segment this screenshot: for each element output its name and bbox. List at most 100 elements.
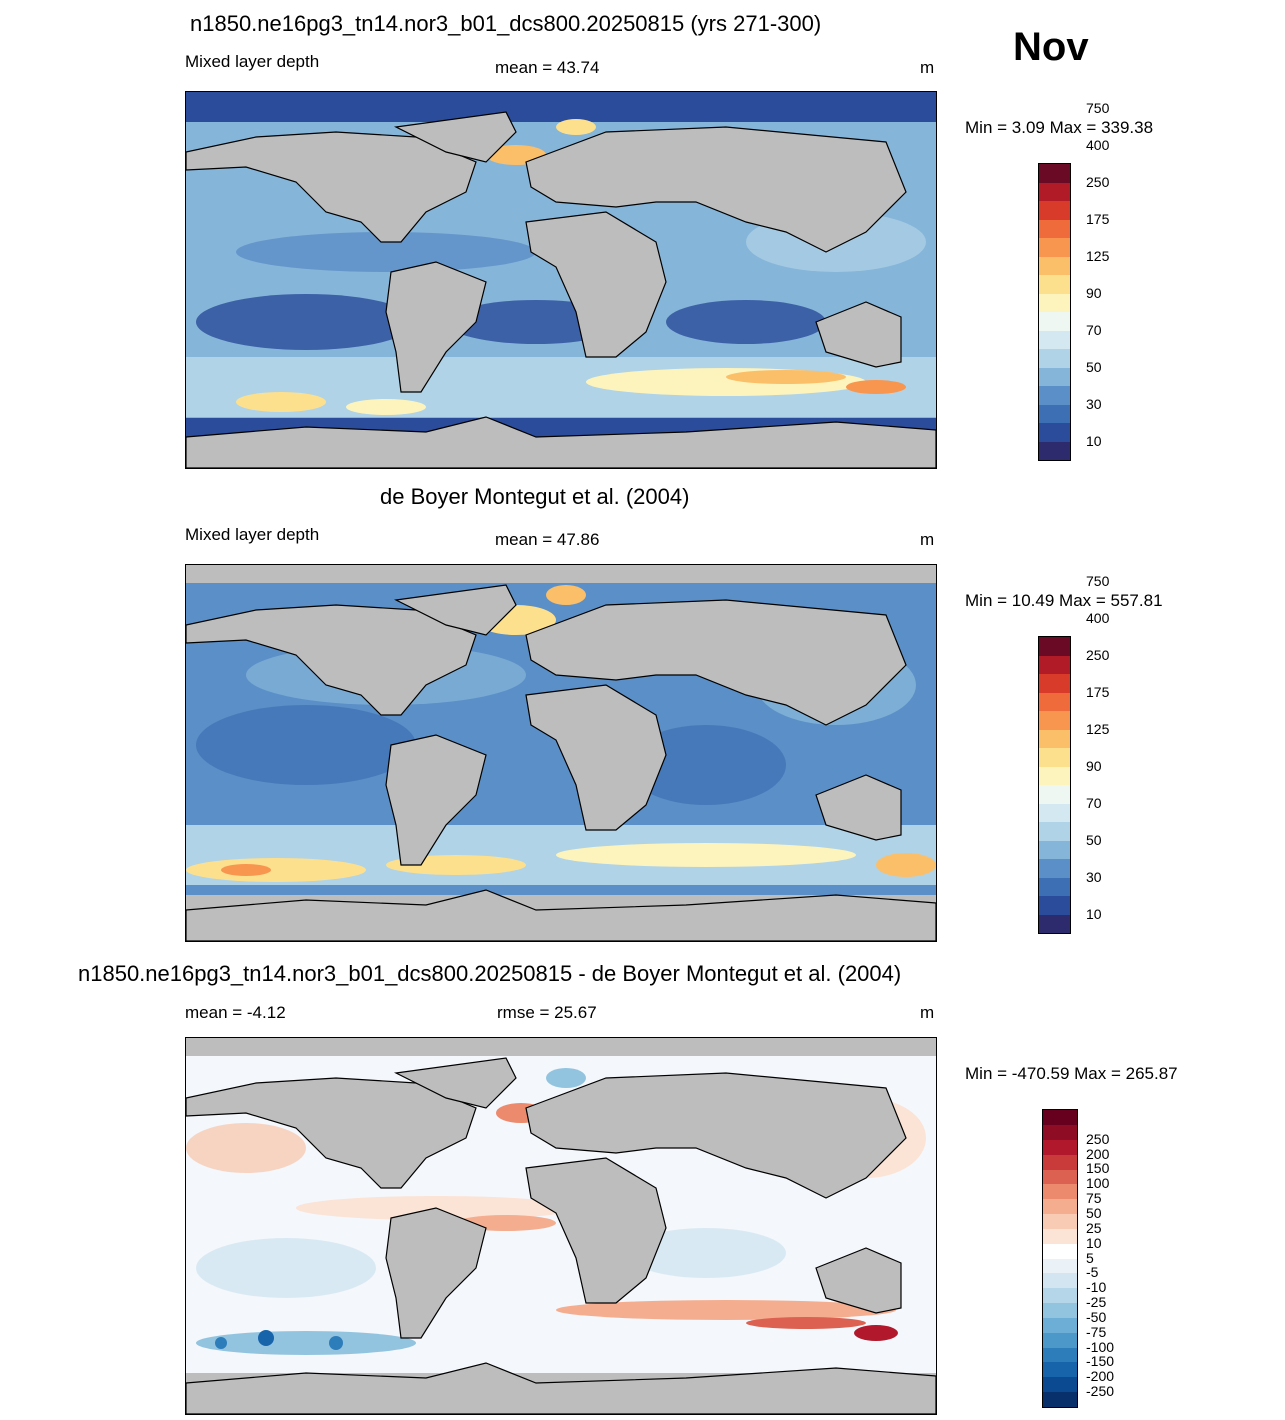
colorbar-swatch xyxy=(1043,1124,1077,1140)
colorbar-swatch xyxy=(1039,655,1070,674)
colorbar-swatch xyxy=(1039,692,1070,711)
panel-2-map xyxy=(185,564,937,942)
colorbar-tick-label: 90 xyxy=(1086,284,1102,301)
colorbar-swatch xyxy=(1039,674,1070,693)
panel-2-map-svg xyxy=(186,565,936,941)
colorbar-tick-label: -200 xyxy=(1086,1368,1115,1385)
colorbar-swatch xyxy=(1039,822,1070,841)
colorbar-tick-label: 50 xyxy=(1086,358,1102,375)
colorbar-swatch xyxy=(1039,859,1070,878)
panel-2-minmax: Min = 10.49 Max = 557.81 xyxy=(965,591,1163,610)
colorbar-swatch xyxy=(1039,748,1070,767)
colorbar-swatch xyxy=(1039,164,1070,183)
colorbar-tick-label: 750 xyxy=(1086,572,1110,589)
colorbar-swatch xyxy=(1039,803,1070,822)
colorbar-tick-label: 150 xyxy=(1086,1160,1110,1177)
colorbar-swatch xyxy=(1043,1347,1077,1363)
colorbar-tick-label: -25 xyxy=(1086,1294,1107,1311)
colorbar-swatch xyxy=(1039,312,1070,331)
colorbar-tick-label: 175 xyxy=(1086,210,1110,227)
colorbar-tick-label: -150 xyxy=(1086,1353,1115,1370)
colorbar-swatch xyxy=(1039,367,1070,386)
panel-1-mean-label: mean = 43.74 xyxy=(495,58,600,77)
panel-3-map-svg xyxy=(186,1038,936,1414)
panel-2-left-label: Mixed layer depth xyxy=(185,525,320,544)
colorbar-tick-label: 175 xyxy=(1086,683,1110,700)
colorbar-swatch xyxy=(1043,1377,1077,1393)
colorbar-swatch xyxy=(1043,1332,1077,1348)
colorbar-swatch xyxy=(1039,423,1070,442)
panel-3-mean-label: mean = -4.12 xyxy=(185,1003,286,1022)
colorbar-tick-label: 250 xyxy=(1086,646,1110,663)
panel-3-title: n1850.ne16pg3_tn14.nor3_b01_dcs800.20250… xyxy=(78,961,902,986)
colorbar-swatch xyxy=(1039,330,1070,349)
panel-1-left-label: Mixed layer depth xyxy=(185,52,320,71)
colorbar-swatch xyxy=(1043,1317,1077,1333)
colorbar-tick-label: -100 xyxy=(1086,1338,1115,1355)
colorbar-tick-label: 75 xyxy=(1086,1190,1102,1207)
panel-1-colorbar xyxy=(1038,163,1071,461)
colorbar-tick-label: 250 xyxy=(1086,173,1110,190)
colorbar-swatch xyxy=(1039,785,1070,804)
colorbar-swatch xyxy=(1043,1214,1077,1229)
colorbar-swatch xyxy=(1043,1288,1077,1304)
panel-2-colorbar-ticks: 10 30 50 70 90 125 175 250 400 750 xyxy=(1086,573,1146,932)
colorbar-swatch xyxy=(1039,711,1070,730)
colorbar-swatch xyxy=(1039,729,1070,748)
colorbar-swatch xyxy=(1039,219,1070,238)
month-label: Nov xyxy=(1013,25,1089,69)
colorbar-swatch xyxy=(1043,1110,1077,1125)
colorbar-swatch xyxy=(1039,275,1070,294)
colorbar-swatch xyxy=(1043,1169,1077,1185)
panel-3-colorbar xyxy=(1042,1109,1078,1408)
colorbar-swatch xyxy=(1043,1184,1077,1200)
colorbar-swatch xyxy=(1039,877,1070,896)
panel-1-colorbar-ticks: 10 30 50 70 90 125 175 250 400 750 xyxy=(1086,100,1146,459)
colorbar-swatch xyxy=(1043,1392,1077,1407)
panel-2-units-label: m xyxy=(920,530,935,549)
colorbar-swatch xyxy=(1039,896,1070,915)
colorbar-tick-label: 90 xyxy=(1086,757,1102,774)
panel-2-title: de Boyer Montegut et al. (2004) xyxy=(380,484,690,509)
colorbar-tick-label: 50 xyxy=(1086,831,1102,848)
colorbar-tick-label: 400 xyxy=(1086,136,1110,153)
colorbar-tick-label: 250 xyxy=(1086,1130,1110,1147)
colorbar-tick-label: 70 xyxy=(1086,321,1102,338)
colorbar-swatch xyxy=(1039,182,1070,201)
colorbar-tick-label: 125 xyxy=(1086,247,1110,264)
colorbar-swatch xyxy=(1039,914,1070,933)
colorbar-swatch xyxy=(1039,256,1070,275)
colorbar-tick-label: 200 xyxy=(1086,1145,1110,1162)
colorbar-swatch xyxy=(1039,386,1070,405)
colorbar-swatch xyxy=(1043,1303,1077,1318)
colorbar-tick-label: 5 xyxy=(1086,1249,1094,1266)
colorbar-swatch xyxy=(1043,1154,1077,1170)
colorbar-swatch xyxy=(1039,238,1070,257)
colorbar-swatch xyxy=(1039,349,1070,368)
colorbar-swatch xyxy=(1043,1273,1077,1289)
panel-3-units-label: m xyxy=(920,1003,935,1022)
colorbar-tick-label: -250 xyxy=(1086,1383,1115,1400)
colorbar-tick-label: 10 xyxy=(1086,905,1102,922)
colorbar-swatch xyxy=(1043,1362,1077,1378)
panel-1-title: n1850.ne16pg3_tn14.nor3_b01_dcs800.20250… xyxy=(190,11,822,36)
panel-1-minmax: Min = 3.09 Max = 339.38 xyxy=(965,118,1154,137)
panel-2-colorbar xyxy=(1038,636,1071,934)
colorbar-swatch xyxy=(1043,1258,1077,1274)
colorbar-tick-label: 30 xyxy=(1086,868,1102,885)
colorbar-tick-label: 400 xyxy=(1086,609,1110,626)
panel-3-minmax: Min = -470.59 Max = 265.87 xyxy=(965,1064,1178,1083)
panel-3-map xyxy=(185,1037,937,1415)
colorbar-swatch xyxy=(1043,1139,1077,1155)
colorbar-swatch xyxy=(1039,441,1070,460)
colorbar-swatch xyxy=(1039,293,1070,312)
panel-3-colorbar-ticks: -250 -200 -150 -100 -75 -50 -25 -10 -5 5 10 25 50 75 1… xyxy=(1086,1109,1146,1406)
colorbar-tick-label: -75 xyxy=(1086,1323,1107,1340)
colorbar-swatch xyxy=(1043,1199,1077,1215)
colorbar-swatch xyxy=(1043,1243,1077,1259)
colorbar-tick-label: 30 xyxy=(1086,395,1102,412)
colorbar-tick-label: 125 xyxy=(1086,720,1110,737)
colorbar-swatch xyxy=(1043,1228,1077,1244)
colorbar-tick-label: 10 xyxy=(1086,432,1102,449)
panel-1-units-label: m xyxy=(920,58,935,77)
